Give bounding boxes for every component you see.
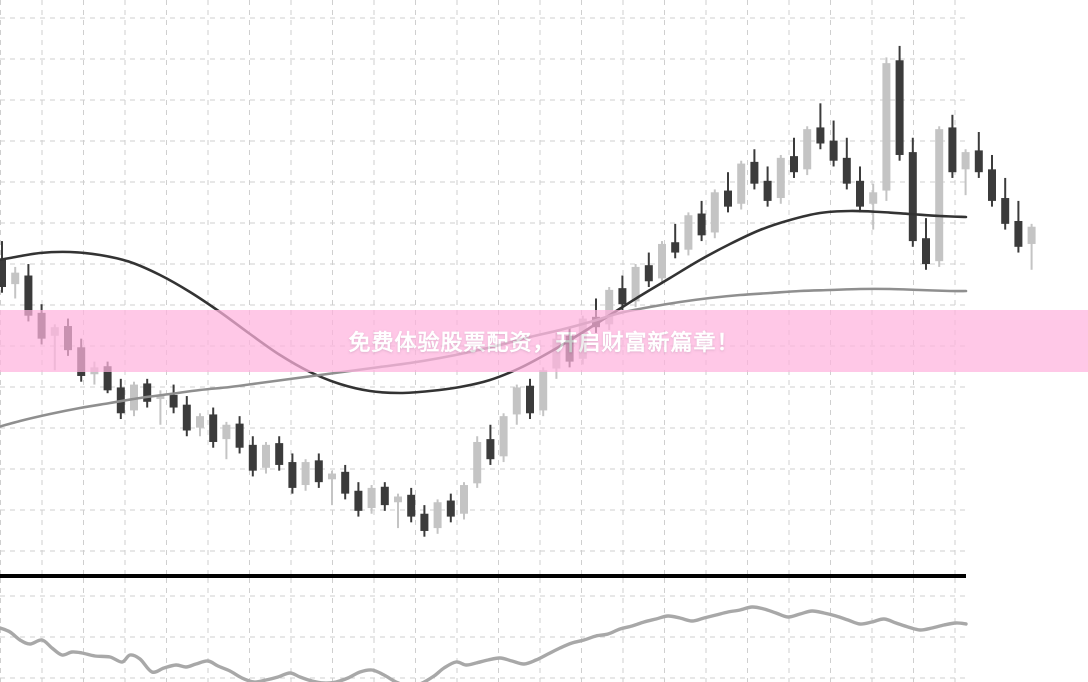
- candlestick[interactable]: [288, 453, 297, 494]
- candlestick[interactable]: [671, 223, 680, 259]
- candlestick[interactable]: [935, 126, 944, 267]
- candlestick[interactable]: [922, 218, 930, 270]
- candlestick[interactable]: [631, 264, 640, 308]
- candlestick[interactable]: [394, 493, 402, 529]
- candlestick[interactable]: [24, 264, 33, 322]
- candlestick[interactable]: [103, 361, 112, 394]
- candlestick[interactable]: [803, 126, 812, 176]
- candlestick[interactable]: [512, 384, 521, 425]
- candlestick[interactable]: [1027, 223, 1036, 270]
- candlestick[interactable]: [724, 172, 732, 213]
- candlestick[interactable]: [842, 137, 851, 190]
- candlestick[interactable]: [446, 493, 455, 523]
- candlestick[interactable]: [882, 57, 891, 201]
- lower-indicator-series: [0, 605, 968, 682]
- candlestick[interactable]: [262, 441, 270, 474]
- candlestick[interactable]: [407, 487, 416, 523]
- candlestick[interactable]: [644, 252, 653, 287]
- candlestick[interactable]: [11, 266, 20, 299]
- candlestick[interactable]: [908, 137, 917, 247]
- candlestick[interactable]: [196, 413, 204, 437]
- candlestick[interactable]: [341, 464, 350, 500]
- candlestick[interactable]: [499, 413, 508, 463]
- candlestick[interactable]: [354, 482, 363, 517]
- candlestick[interactable]: [948, 114, 957, 178]
- candlestick[interactable]: [988, 154, 996, 207]
- candlestick[interactable]: [526, 378, 534, 420]
- candlestick[interactable]: [539, 367, 548, 417]
- candlestick[interactable]: [605, 287, 614, 331]
- candlestick[interactable]: [737, 160, 746, 210]
- panel-separator: [0, 574, 966, 578]
- candlestick[interactable]: [1001, 177, 1010, 230]
- promo-banner[interactable]: 免费体验股票配资，开启财富新篇章！: [0, 310, 1088, 372]
- candlestick[interactable]: [961, 149, 970, 196]
- candlestick[interactable]: [235, 416, 244, 454]
- candlestick[interactable]: [248, 436, 257, 477]
- candlestick[interactable]: [169, 384, 178, 414]
- candlestick[interactable]: [658, 241, 666, 285]
- panel-separator-bar: [0, 574, 966, 578]
- candlestick[interactable]: [710, 189, 719, 239]
- candlestick[interactable]: [1014, 200, 1023, 253]
- candlestick[interactable]: [367, 485, 376, 514]
- candlestick[interactable]: [222, 421, 231, 460]
- candlestick[interactable]: [763, 166, 772, 207]
- candlestick[interactable]: [460, 482, 468, 520]
- candlestick[interactable]: [420, 505, 429, 537]
- candlestick[interactable]: [328, 470, 336, 506]
- candlestick[interactable]: [473, 436, 482, 488]
- candlestick[interactable]: [486, 424, 495, 465]
- promo-banner-text: 免费体验股票配资，开启财富新篇章！: [348, 331, 740, 356]
- candlestick[interactable]: [684, 212, 693, 256]
- candlestick[interactable]: [380, 482, 389, 511]
- candlestick[interactable]: [776, 154, 785, 204]
- candlestick[interactable]: [829, 120, 838, 167]
- moving-average-line: [0, 209, 968, 395]
- candlestick[interactable]: [182, 396, 191, 437]
- indicator-line: [0, 605, 968, 682]
- candlestick[interactable]: [209, 407, 218, 448]
- candlestick[interactable]: [856, 166, 864, 213]
- candlestick[interactable]: [869, 183, 878, 230]
- candlestick[interactable]: [697, 200, 706, 242]
- candlestick[interactable]: [433, 499, 442, 534]
- candlestick[interactable]: [790, 137, 798, 178]
- candlestick[interactable]: [816, 103, 825, 150]
- candlestick[interactable]: [143, 378, 152, 408]
- candlestick[interactable]: [314, 453, 323, 488]
- candlestick[interactable]: [0, 241, 6, 293]
- candlestick[interactable]: [750, 149, 759, 190]
- candlestick[interactable]: [301, 459, 310, 491]
- candlestick[interactable]: [895, 45, 904, 161]
- candlestick[interactable]: [974, 132, 983, 178]
- candlestick[interactable]: [618, 275, 627, 310]
- candlestick[interactable]: [156, 390, 165, 425]
- candlestick[interactable]: [275, 436, 284, 471]
